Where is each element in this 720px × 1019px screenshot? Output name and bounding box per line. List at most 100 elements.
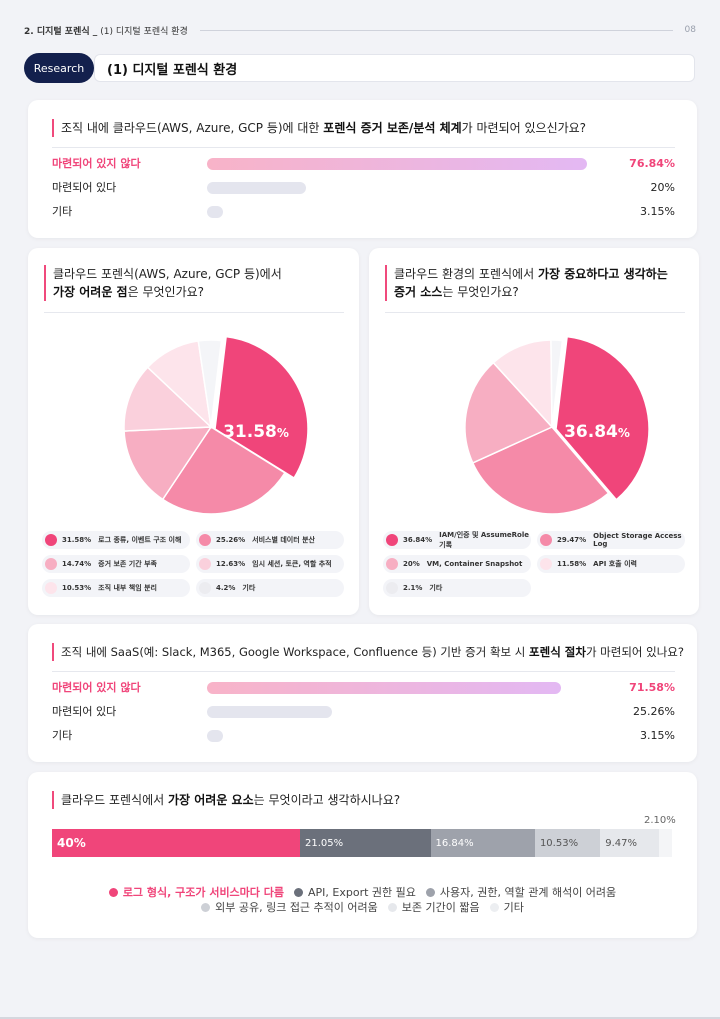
- section-label: 2. 디지털 포렌식 _: [24, 26, 98, 37]
- q4-row-label: 마련되어 있다: [52, 705, 117, 718]
- q5-legend-label: 로그 형식, 구조가 서비스마다 다름: [122, 886, 284, 899]
- q2-legend-item: 10.53% 조직 내부 책임 분리: [42, 579, 190, 597]
- q1-row-label: 마련되어 있다: [52, 181, 117, 194]
- q3-legend-dot: [386, 558, 398, 570]
- q2-pie-slice: [214, 335, 309, 480]
- q3-legend-item: 11.58% API 호출 이력: [537, 555, 685, 573]
- q3-question-post: 는 무엇인가요?: [442, 285, 519, 299]
- q2-question-bold: 가장 어려운 점: [53, 285, 128, 299]
- q5-top-label: 2.10%: [644, 815, 676, 826]
- q5-bar-segment: 9.47%: [600, 829, 659, 857]
- q2-legend-dot: [45, 558, 57, 570]
- q2-question-post: 은 무엇인가요?: [127, 285, 205, 299]
- q2-legend-dot: [45, 534, 57, 546]
- q5-question: 클라우드 포렌식에서 가장 어려운 요소는 무엇이라고 생각하시나요?: [52, 791, 400, 809]
- q1-row: 마련되어 있다 20%: [52, 180, 675, 196]
- q5-legend-item: 외부 공유, 링크 접근 추적이 어려움: [201, 899, 378, 915]
- q5-legend-item: 보존 기간이 짧음: [387, 899, 480, 915]
- page-title: (1) 디지털 포렌식 환경: [94, 54, 695, 82]
- q1-card: 조직 내에 클라우드(AWS, Azure, GCP 등)에 대한 포렌식 증거…: [28, 100, 697, 238]
- q2-legend-value: 10.53%: [62, 584, 92, 592]
- q3-pie-slice: [464, 361, 554, 464]
- page-header: 2. 디지털 포렌식 _ (1) 디지털 포렌식 환경 08: [24, 22, 696, 38]
- q2-legend-value: 25.26%: [216, 536, 246, 544]
- q2-pie-slice: [197, 339, 223, 428]
- q5-question-bold: 가장 어려운 요소: [168, 793, 254, 807]
- q2-legend-label: 조직 내부 책임 분리: [98, 584, 157, 592]
- q5-stacked-bar: 40% 21.05% 16.84% 10.53% 9.47%: [52, 829, 672, 857]
- q1-question-bold: 포렌식 증거 보존/분석 체계: [323, 121, 462, 135]
- q4-row: 마련되어 있다 25.26%: [52, 704, 675, 720]
- q1-question-pre: 조직 내에 클라우드(AWS, Azure, GCP 등)에 대한: [61, 121, 324, 135]
- q2-legend-value: 4.2%: [216, 584, 236, 592]
- q3-pie-slice: [471, 426, 610, 515]
- q3-pie-slice: [555, 335, 650, 501]
- q2-legend-label: 임시 세션, 토큰, 역할 추적: [252, 560, 332, 568]
- q4-question-bold: 포렌식 절차: [529, 645, 586, 659]
- q5-legend-item: 사용자, 권한, 역할 관계 해석이 어려움: [425, 884, 617, 900]
- q3-legend-item: 2.1% 기타: [383, 579, 531, 597]
- q5-legend-item: 로그 형식, 구조가 서비스마다 다름: [108, 884, 284, 900]
- q3-legend-value: 36.84%: [403, 536, 433, 544]
- q3-legend-value: 20%: [403, 560, 420, 568]
- q3-legend-item: 20% VM, Container Snapshot: [383, 555, 531, 573]
- q5-bar-segment: 16.84%: [430, 829, 535, 857]
- q5-legend-dot: [387, 902, 397, 912]
- q2-legend-value: 12.63%: [216, 560, 246, 568]
- q4-row-value: 71.58%: [629, 681, 675, 694]
- q4-bar-fill: [207, 730, 223, 742]
- q2-legend-label: 증거 보존 기간 부족: [98, 560, 157, 568]
- q3-pie-slice: [550, 339, 564, 428]
- q4-question: 조직 내에 SaaS(예: Slack, M365, Google Worksp…: [52, 643, 684, 661]
- q5-legend-label: 사용자, 권한, 역할 관계 해석이 어려움: [439, 886, 617, 899]
- q4-row-value: 3.15%: [640, 729, 675, 742]
- q4-bar-fill: [207, 682, 561, 694]
- q1-question: 조직 내에 클라우드(AWS, Azure, GCP 등)에 대한 포렌식 증거…: [52, 119, 586, 137]
- q3-question: 클라우드 환경의 포렌식에서 가장 중요하다고 생각하는 증거 소스는 무엇인가…: [385, 265, 668, 301]
- q5-legend-label: 기타: [503, 901, 524, 914]
- q3-legend-value: 2.1%: [403, 584, 423, 592]
- title-row: Research (1) 디지털 포렌식 환경: [24, 53, 696, 83]
- q3-divider: [385, 312, 685, 313]
- q3-legend-label: VM, Container Snapshot: [426, 560, 523, 568]
- q1-row-label: 마련되어 있지 않다: [52, 157, 141, 170]
- q1-bar-fill: [207, 158, 587, 170]
- q3-legend-dot: [386, 534, 398, 546]
- q4-divider: [52, 671, 675, 672]
- header-divider: [199, 29, 673, 31]
- q5-legend-dot: [201, 902, 211, 912]
- q5-legend-item: 기타: [489, 899, 524, 915]
- q4-bar-fill: [207, 706, 332, 718]
- q5-legend-label: API, Export 권한 필요: [308, 886, 416, 899]
- q3-pie-slice: [492, 339, 553, 429]
- q2-pie-chart: 31.58%: [123, 335, 309, 515]
- q3-legend-label: 기타: [429, 584, 443, 592]
- q2-question-line1: 클라우드 포렌식(AWS, Azure, GCP 등)에서: [53, 267, 282, 281]
- q5-legend-label: 외부 공유, 링크 접근 추적이 어려움: [215, 901, 378, 914]
- q2-legend-label: 서비스별 데이터 분산: [252, 536, 315, 544]
- q3-question-pre: 클라우드 환경의 포렌식에서: [394, 267, 538, 281]
- research-badge: Research: [24, 53, 94, 83]
- q3-legend-dot: [540, 558, 552, 570]
- q2-question: 클라우드 포렌식(AWS, Azure, GCP 등)에서 가장 어려운 점은 …: [44, 265, 282, 301]
- q2-legend-dot: [199, 558, 211, 570]
- q4-card: 조직 내에 SaaS(예: Slack, M365, Google Worksp…: [28, 624, 697, 762]
- q1-divider: [52, 147, 675, 148]
- q1-row: 기타 3.15%: [52, 204, 675, 220]
- q2-pie-slice: [123, 366, 213, 432]
- q5-question-pre: 클라우드 포렌식에서: [61, 793, 168, 807]
- q3-legend-item: 29.47% Object Storage Access Log: [537, 531, 685, 549]
- q2-legend-value: 31.58%: [62, 536, 92, 544]
- q2-legend-label: 기타: [242, 584, 256, 592]
- q5-bar-segment: 40%: [52, 829, 301, 857]
- q3-legend-label: Object Storage Access Log: [593, 532, 682, 548]
- q3-legend-label: API 호출 이력: [593, 560, 637, 568]
- q2-legend-label: 로그 종류, 이벤트 구조 이해: [98, 536, 182, 544]
- q2-legend-item: 12.63% 임시 세션, 토큰, 역할 추적: [196, 555, 344, 573]
- q2-divider: [44, 312, 344, 313]
- q5-legend-dot: [425, 887, 435, 897]
- q5-legend-dot: [489, 902, 499, 912]
- q2-pie-slice: [161, 425, 286, 515]
- q5-legend-row1: 로그 형식, 구조가 서비스마다 다름 API, Export 권한 필요 사용자,…: [28, 884, 697, 900]
- q4-row-label: 마련되어 있지 않다: [52, 681, 141, 694]
